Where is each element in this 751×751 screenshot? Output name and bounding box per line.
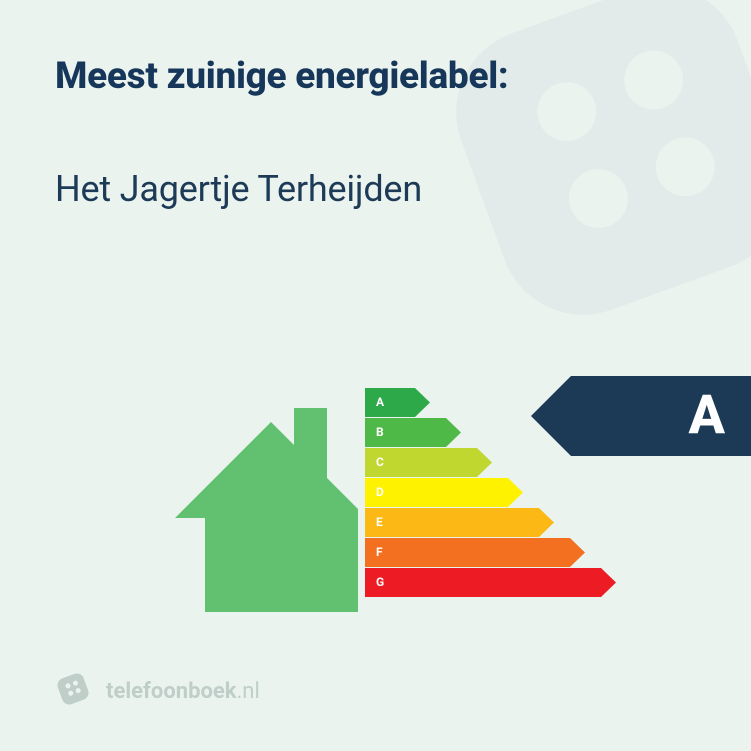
rating-badge: A: [531, 376, 751, 456]
rating-letter: A: [688, 376, 725, 456]
energy-bar-label: C: [376, 448, 384, 477]
energy-bar-label: G: [376, 568, 384, 597]
page-title: Meest zuinige energielabel:: [55, 55, 508, 98]
energy-bar-label: B: [376, 418, 384, 447]
footer-text: telefoonboek.nl: [106, 679, 260, 704]
footer-logo: telefoonboek.nl: [55, 671, 260, 711]
energy-bar-label: F: [376, 538, 383, 567]
energy-bar-label: E: [376, 508, 383, 537]
footer-text-thin: .nl: [237, 679, 260, 704]
telefoonboek-icon: [55, 671, 91, 711]
footer-text-bold: telefoonboek: [106, 679, 237, 704]
energy-bar-label: A: [376, 388, 384, 417]
house-icon: [175, 390, 365, 616]
page-subtitle: Het Jagertje Terheijden: [55, 168, 422, 210]
energy-bar-label: D: [376, 478, 384, 507]
